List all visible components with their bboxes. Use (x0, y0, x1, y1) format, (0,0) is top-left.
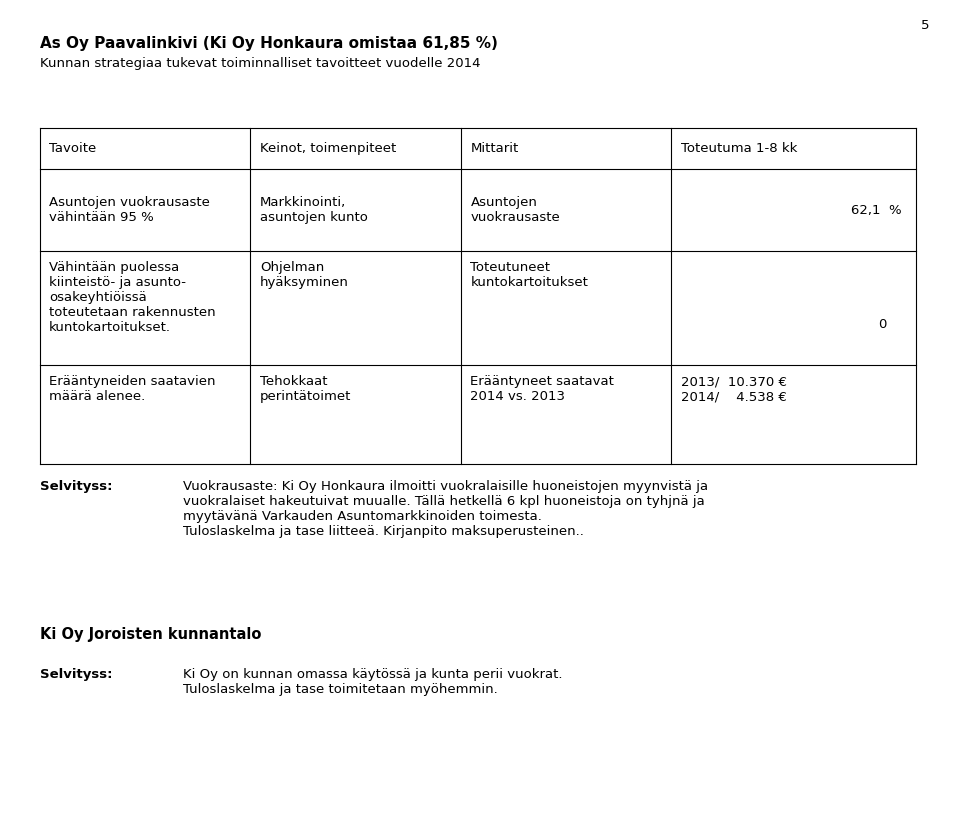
Text: Markkinointi,
asuntojen kunto: Markkinointi, asuntojen kunto (260, 196, 368, 224)
Text: Ki Oy Joroisten kunnantalo: Ki Oy Joroisten kunnantalo (39, 627, 261, 642)
Text: Kunnan strategiaa tukevat toiminnalliset tavoitteet vuodelle 2014: Kunnan strategiaa tukevat toiminnalliset… (39, 57, 480, 70)
Text: Mittarit: Mittarit (470, 142, 518, 155)
Text: Vähintään puolessa
kiinteistö- ja asunto-
osakeyhtiöissä
toteutetaan rakennusten: Vähintään puolessa kiinteistö- ja asunto… (49, 261, 216, 334)
Text: Vuokrausaste: Ki Oy Honkaura ilmoitti vuokralaisille huoneistojen myynvistä ja
v: Vuokrausaste: Ki Oy Honkaura ilmoitti vu… (183, 480, 708, 538)
Text: Asuntojen
vuokrausaste: Asuntojen vuokrausaste (470, 196, 561, 224)
Text: Tehokkaat
perintätoimet: Tehokkaat perintätoimet (260, 375, 351, 403)
Text: Keinot, toimenpiteet: Keinot, toimenpiteet (260, 142, 396, 155)
Text: Asuntojen vuokrausaste
vähintään 95 %: Asuntojen vuokrausaste vähintään 95 % (49, 196, 210, 224)
Text: 62,1  %: 62,1 % (851, 204, 901, 217)
Text: 5: 5 (922, 20, 930, 32)
Text: 2013/  10.370 €
2014/    4.538 €: 2013/ 10.370 € 2014/ 4.538 € (681, 375, 787, 403)
Text: Toteutuneet
kuntokartoitukset: Toteutuneet kuntokartoitukset (470, 261, 588, 289)
Text: Erääntyneiden saatavien
määrä alenee.: Erääntyneiden saatavien määrä alenee. (49, 375, 216, 403)
Text: Tavoite: Tavoite (49, 142, 97, 155)
Text: Ohjelman
hyäksyminen: Ohjelman hyäksyminen (260, 261, 348, 289)
Text: As Oy Paavalinkivi (Ki Oy Honkaura omistaa 61,85 %): As Oy Paavalinkivi (Ki Oy Honkaura omist… (39, 36, 497, 51)
Text: Selvityss:: Selvityss: (39, 480, 112, 493)
Text: Erääntyneet saatavat
2014 vs. 2013: Erääntyneet saatavat 2014 vs. 2013 (470, 375, 614, 403)
Text: Ki Oy on kunnan omassa käytössä ja kunta perii vuokrat.
Tuloslaskelma ja tase to: Ki Oy on kunnan omassa käytössä ja kunta… (183, 668, 563, 696)
Text: Toteutuma 1-8 kk: Toteutuma 1-8 kk (681, 142, 798, 155)
Text: 0: 0 (877, 318, 886, 331)
Text: Selvityss:: Selvityss: (39, 668, 112, 681)
